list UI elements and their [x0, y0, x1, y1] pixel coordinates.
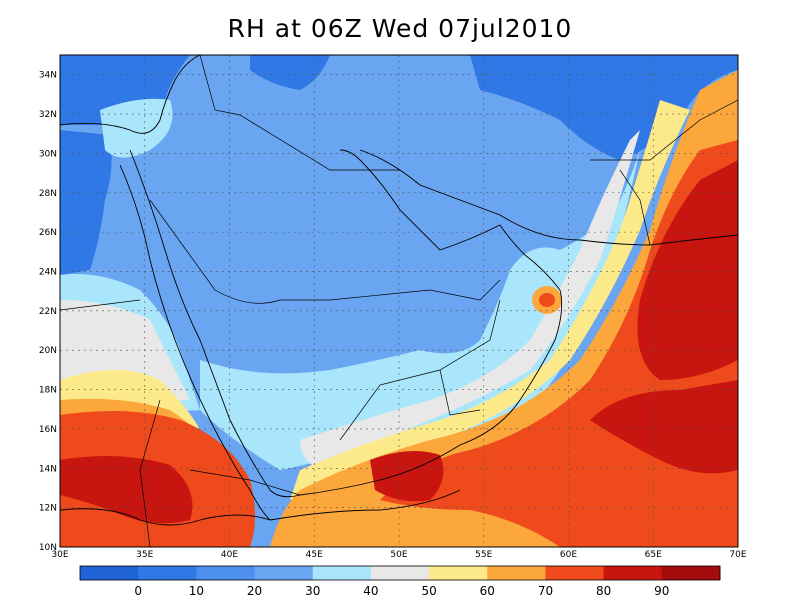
lat-tick-label: 14N [39, 464, 57, 474]
colorbar-label: 10 [189, 584, 204, 598]
colorbar-segment [370, 566, 430, 580]
rh-region-coast-gray [300, 130, 640, 470]
colorbar-label: 90 [654, 584, 669, 598]
sudan-eritrea-boundary [139, 399, 161, 547]
colorbar-label: 20 [247, 584, 262, 598]
lon-tick-label: 50E [390, 550, 407, 560]
colorbar-label: 30 [305, 584, 320, 598]
rh-region-levant-moist [100, 98, 173, 158]
red-sea-east-coast [129, 149, 301, 498]
rh-region-coast-yellow [290, 100, 690, 500]
rh-field [60, 55, 738, 547]
colorbar-label: 40 [363, 584, 378, 598]
lon-tick-label: 30E [51, 550, 68, 560]
lon-tick-label: 35E [136, 550, 153, 560]
colorbar-label: 50 [421, 584, 436, 598]
political-boundaries [60, 55, 738, 547]
coastlines [60, 55, 738, 526]
lat-tick-label: 32N [39, 110, 57, 120]
colorbar-label: 0 [134, 584, 142, 598]
colorbar-segment [545, 566, 605, 580]
rh-region-pakistan-darkred [637, 160, 738, 380]
makran-coast [649, 234, 738, 246]
persian-gulf-east-coast [359, 149, 651, 246]
map-title: RH at 06Z Wed 07jul2010 [227, 14, 573, 43]
colorbar-segment [254, 566, 314, 580]
lon-tick-label: 45E [306, 550, 323, 560]
colorbar-frame [79, 565, 721, 581]
lon-tick-label: 55E [475, 550, 492, 560]
lat-tick-label: 34N [39, 71, 57, 81]
colorbar-segment [138, 566, 197, 580]
rh-region-n-dry [250, 55, 330, 90]
colorbar-label: 60 [480, 584, 495, 598]
lat-tick-label: 12N [39, 504, 57, 514]
colorbar: 0 10 20 30 40 50 60 70 80 90 [79, 565, 721, 598]
ethiopia-boundary [189, 469, 301, 496]
lon-tick-label: 60E [560, 550, 577, 560]
lat-tick-label: 30N [39, 149, 57, 159]
yemen-oman-boundary [439, 369, 481, 416]
colorbar-segment [196, 566, 256, 580]
lat-tick-label: 28N [39, 189, 57, 199]
lat-tick-label: 18N [39, 386, 57, 396]
egypt-sudan-boundary [60, 299, 141, 311]
mediterranean-coast [60, 55, 201, 134]
colorbar-segment [429, 566, 488, 580]
lat-tick-label: 10N [39, 543, 57, 553]
rh-region-sudan-darkred [60, 456, 193, 524]
iraq-boundary [199, 55, 400, 171]
south-arabian-coast [299, 289, 563, 496]
horn-of-africa-coast [60, 489, 461, 526]
lat-tick-label: 24N [39, 267, 57, 277]
lat-tick-label: 20N [39, 346, 57, 356]
map-frame [59, 54, 739, 548]
lon-tick-label: 65E [645, 550, 662, 560]
colorbar-segment [603, 566, 663, 580]
lat-tick-label: 26N [39, 228, 57, 238]
rh-region-oman-red [539, 293, 555, 307]
gridlines [60, 55, 738, 547]
colorbar-segment [312, 566, 372, 580]
longitude-labels: 30E 35E 40E 45E 50E 55E 60E 65E 70E [51, 550, 746, 560]
latitude-labels: 10N 12N 14N 16N 18N 20N 22N 24N 26N 28N 30N 32N 34N [39, 71, 57, 553]
iran-afghanistan-boundary [590, 99, 738, 161]
colorbar-segment [487, 566, 546, 580]
rh-region-ne-dry [470, 55, 738, 160]
lon-tick-label: 40E [221, 550, 238, 560]
lat-tick-label: 16N [39, 425, 57, 435]
rh-region-sea-darkred [590, 380, 738, 474]
iran-pakistan-boundary [619, 169, 651, 246]
saudi-north-boundary [149, 199, 501, 304]
colorbar-segment [80, 566, 139, 580]
colorbar-segment [661, 566, 721, 580]
colorbar-label: 70 [538, 584, 553, 598]
lon-tick-label: 70E [729, 550, 746, 560]
lat-tick-label: 22N [39, 307, 57, 317]
red-sea-west-coast [119, 164, 271, 521]
colorbar-label: 80 [596, 584, 611, 598]
rh-region-w-dry [60, 130, 112, 275]
persian-gulf-west-coast [339, 149, 561, 291]
